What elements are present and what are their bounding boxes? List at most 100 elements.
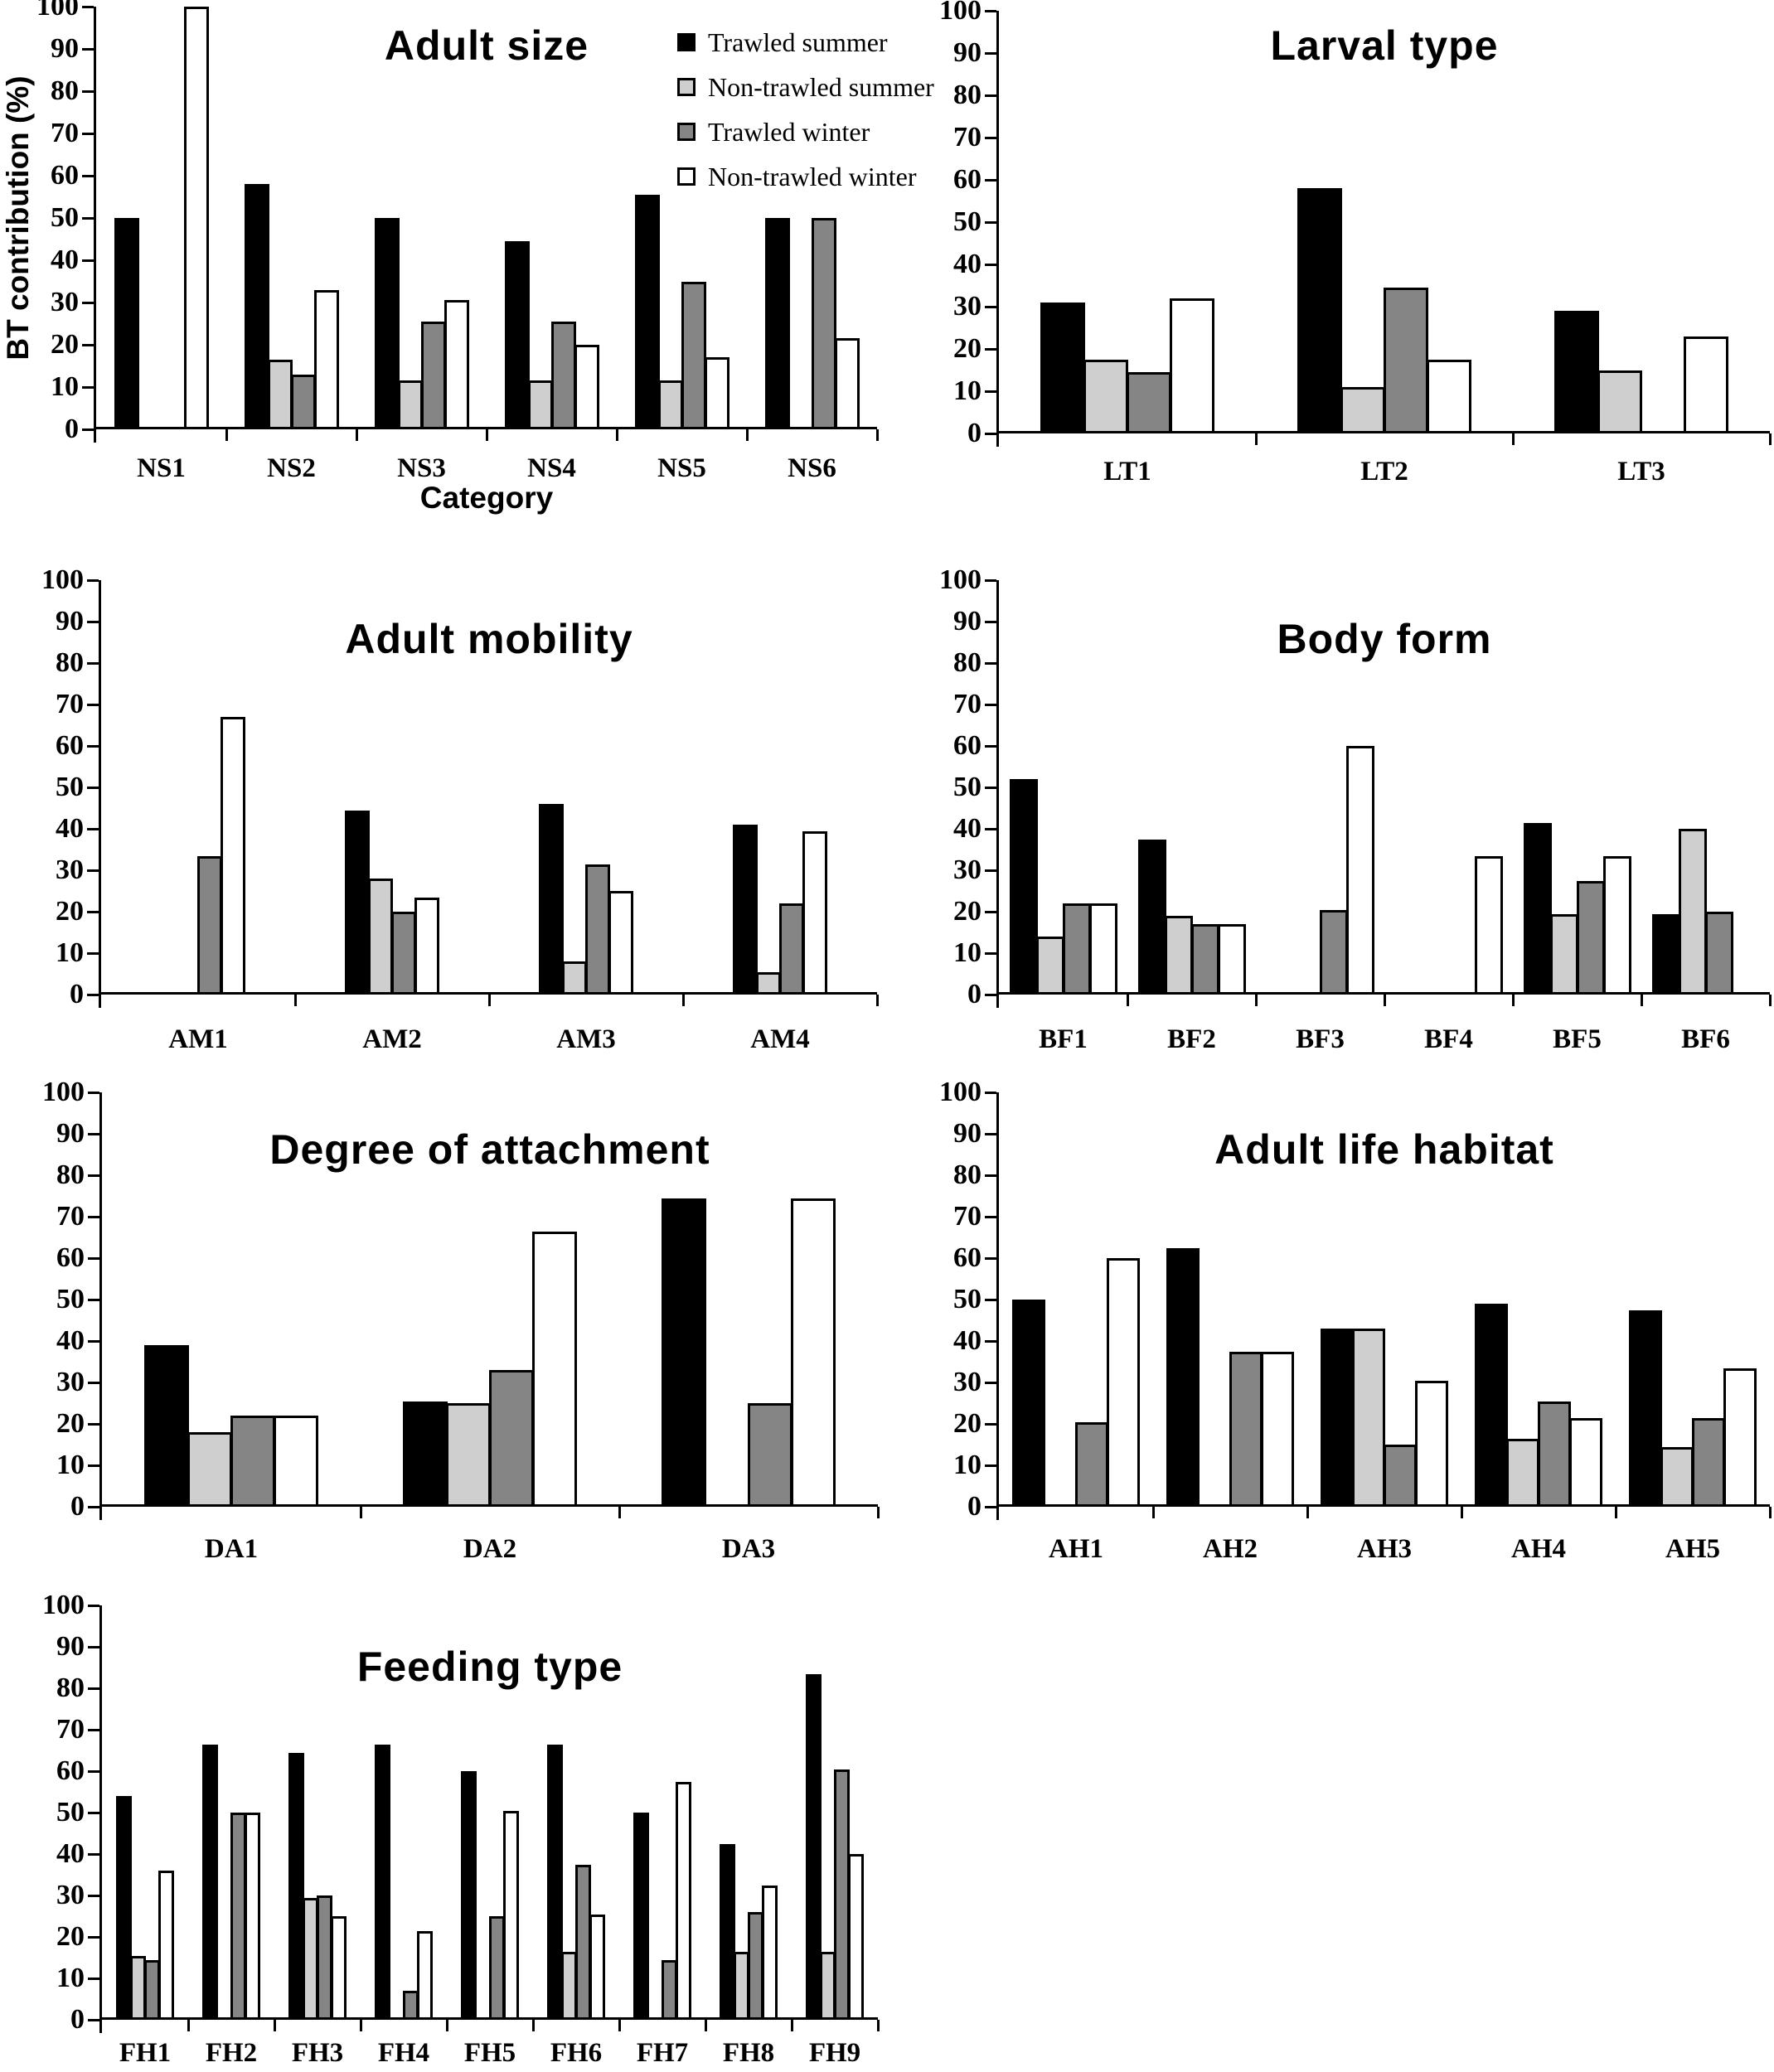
y-tick-label: 60 <box>953 730 982 761</box>
bar-non-trawled-winter <box>532 1231 577 1507</box>
x-tick-mark <box>487 995 491 1006</box>
x-tick-mark <box>615 429 618 441</box>
bar-trawled-winter <box>748 1403 792 1507</box>
y-tick-mark <box>82 47 94 51</box>
x-tick-mark <box>1254 433 1258 445</box>
x-tick-mark <box>1511 995 1515 1006</box>
x-tick-mark <box>355 429 358 441</box>
y-tick-mark <box>88 1769 99 1773</box>
y-tick-label: 60 <box>56 730 84 761</box>
y-tick-label: 60 <box>51 160 79 191</box>
x-tick-mark <box>1306 1507 1309 1518</box>
x-tick-mark <box>876 1507 880 1518</box>
y-tick-mark <box>87 786 99 789</box>
y-tick-label: 80 <box>51 75 79 106</box>
y-tick-label: 90 <box>953 37 982 68</box>
y-axis <box>94 7 96 443</box>
bar-trawled-summer <box>461 1771 477 2020</box>
y-tick-label: 50 <box>953 772 982 802</box>
x-tick-mark <box>1511 433 1515 445</box>
category-label: AH4 <box>1511 1534 1566 1564</box>
y-axis <box>99 1605 102 2033</box>
y-tick-mark <box>88 1935 99 1939</box>
y-tick-label: 0 <box>70 979 84 1009</box>
category-label: FH3 <box>291 2038 344 2068</box>
y-tick-mark <box>985 827 996 830</box>
chart-title: Adult life habitat <box>1214 1126 1554 1173</box>
y-tick-label: 0 <box>967 1491 982 1522</box>
category-label: BF1 <box>1039 1024 1088 1054</box>
bar-trawled-summer <box>634 194 660 429</box>
category-label: NS6 <box>788 453 836 483</box>
y-tick-mark <box>985 347 996 351</box>
bar-trawled-summer <box>764 218 790 429</box>
y-tick-label: 20 <box>953 896 982 927</box>
y-tick-label: 70 <box>56 689 84 719</box>
legend-label: Trawled summer <box>708 27 888 57</box>
category-label: BF6 <box>1681 1024 1730 1054</box>
bar-non-trawled-winter <box>331 1916 347 2020</box>
x-tick-mark <box>359 1507 362 1518</box>
y-tick-label: 100 <box>42 1590 85 1620</box>
category-label: FH5 <box>463 2038 516 2068</box>
y-tick-mark <box>87 993 99 996</box>
y-tick-label: 30 <box>953 854 982 885</box>
y-tick-label: 100 <box>42 1077 85 1107</box>
bar-trawled-summer <box>539 804 564 995</box>
y-tick-mark <box>985 51 996 55</box>
bar-non-trawled-winter <box>1427 359 1471 433</box>
y-tick-label: 80 <box>953 1159 982 1190</box>
bar-non-trawled-winter <box>183 7 209 429</box>
y-tick-mark <box>88 1339 99 1343</box>
category-label: LT1 <box>1103 457 1151 487</box>
y-tick-mark <box>985 1339 996 1343</box>
y-tick-mark <box>88 2018 99 2021</box>
y-tick-label: 60 <box>953 1242 982 1273</box>
y-tick-mark <box>82 385 94 389</box>
bar-non-trawled-winter <box>503 1810 519 2020</box>
category-label: AH2 <box>1203 1534 1258 1564</box>
x-axis <box>99 2017 878 2020</box>
y-tick-label: 50 <box>56 1797 85 1828</box>
y-tick-label: 80 <box>56 1159 85 1190</box>
y-tick-mark <box>985 703 996 706</box>
y-tick-label: 0 <box>967 979 982 1009</box>
category-label: DA2 <box>463 1534 517 1564</box>
y-tick-mark <box>985 993 996 996</box>
y-tick-mark <box>87 703 99 706</box>
y-tick-mark <box>82 428 94 431</box>
y-tick-label: 30 <box>56 1880 85 1910</box>
y-tick-mark <box>985 910 996 913</box>
category-label: BF2 <box>1167 1024 1216 1054</box>
bar-non-trawled-summer <box>1506 1438 1539 1507</box>
bar-trawled-summer <box>345 810 370 995</box>
y-tick-label: 40 <box>953 249 982 279</box>
legend-item: Trawled winter <box>677 118 934 146</box>
y-tick-mark <box>82 216 94 220</box>
y-tick-mark <box>87 827 99 830</box>
y-tick-label: 0 <box>65 414 79 444</box>
y-tick-label: 30 <box>953 291 982 322</box>
bar-non-trawled-winter <box>1107 1258 1140 1507</box>
y-tick-mark <box>88 1256 99 1260</box>
y-tick-mark <box>87 620 99 623</box>
category-label: AH3 <box>1357 1534 1412 1564</box>
y-tick-label: 50 <box>56 772 84 802</box>
y-tick-mark <box>82 343 94 346</box>
bar-non-trawled-winter <box>1261 1351 1294 1507</box>
y-tick-label: 100 <box>41 564 84 595</box>
y-tick-label: 50 <box>51 202 79 233</box>
bar-non-trawled-winter <box>221 717 245 995</box>
y-tick-mark <box>985 94 996 97</box>
y-tick-mark <box>985 1464 996 1467</box>
y-tick-mark <box>88 1894 99 1897</box>
y-tick-mark <box>985 620 996 623</box>
y-tick-mark <box>87 579 99 582</box>
y-tick-mark <box>88 1977 99 1980</box>
y-tick-mark <box>985 263 996 266</box>
